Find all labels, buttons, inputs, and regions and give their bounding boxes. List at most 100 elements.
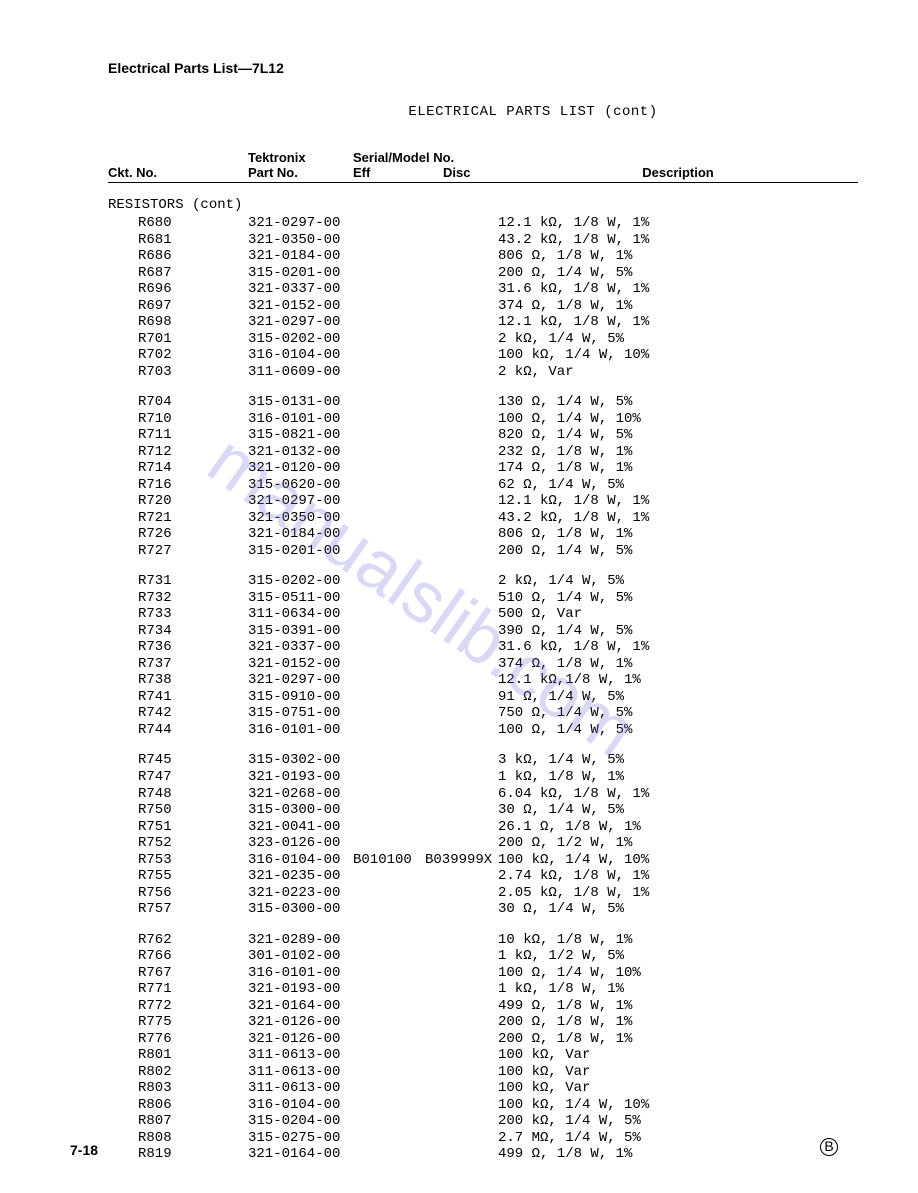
cell-part: 321-0297-00 bbox=[248, 672, 353, 689]
table-row: R745315-0302-003 kΩ, 1/4 W, 5% bbox=[108, 752, 858, 769]
cell-eff bbox=[353, 526, 425, 543]
cell-disc bbox=[425, 705, 498, 722]
cell-part: 315-0201-00 bbox=[248, 543, 353, 560]
cell-ckt: R702 bbox=[108, 347, 248, 364]
cell-disc bbox=[425, 1064, 498, 1081]
cell-desc: 806 Ω, 1/8 W, 1% bbox=[498, 248, 858, 265]
table-row: R680321-0297-0012.1 kΩ, 1/8 W, 1% bbox=[108, 215, 858, 232]
table-row: R757315-0300-0030 Ω, 1/4 W, 5% bbox=[108, 901, 858, 918]
cell-desc: 1 kΩ, 1/2 W, 5% bbox=[498, 948, 858, 965]
cell-ckt: R726 bbox=[108, 526, 248, 543]
cell-disc bbox=[425, 752, 498, 769]
cell-desc: 2 kΩ, 1/4 W, 5% bbox=[498, 331, 858, 348]
table-row: R766301-0102-001 kΩ, 1/2 W, 5% bbox=[108, 948, 858, 965]
cell-disc bbox=[425, 460, 498, 477]
cell-part: 315-0202-00 bbox=[248, 573, 353, 590]
table-row: R733311-0634-00500 Ω, Var bbox=[108, 606, 858, 623]
cell-desc: 200 kΩ, 1/4 W, 5% bbox=[498, 1113, 858, 1130]
cell-eff bbox=[353, 672, 425, 689]
cell-eff bbox=[353, 998, 425, 1015]
cell-disc bbox=[425, 248, 498, 265]
cell-ckt: R711 bbox=[108, 427, 248, 444]
cell-eff bbox=[353, 656, 425, 673]
cell-ckt: R802 bbox=[108, 1064, 248, 1081]
table-row: R696321-0337-0031.6 kΩ, 1/8 W, 1% bbox=[108, 281, 858, 298]
cell-ckt: R714 bbox=[108, 460, 248, 477]
cell-desc: 10 kΩ, 1/8 W, 1% bbox=[498, 932, 858, 949]
cell-disc bbox=[425, 901, 498, 918]
cell-eff bbox=[353, 347, 425, 364]
cell-part: 321-0337-00 bbox=[248, 281, 353, 298]
hdr-disc: Disc bbox=[443, 165, 498, 180]
cell-desc: 2.05 kΩ, 1/8 W, 1% bbox=[498, 885, 858, 902]
cell-disc bbox=[425, 981, 498, 998]
table-row: R726321-0184-00806 Ω, 1/8 W, 1% bbox=[108, 526, 858, 543]
cell-eff bbox=[353, 1014, 425, 1031]
cell-ckt: R748 bbox=[108, 786, 248, 803]
table-row: R807315-0204-00200 kΩ, 1/4 W, 5% bbox=[108, 1113, 858, 1130]
cell-disc bbox=[425, 769, 498, 786]
cell-part: 316-0104-00 bbox=[248, 852, 353, 869]
table-row: R720321-0297-0012.1 kΩ, 1/8 W, 1% bbox=[108, 493, 858, 510]
cell-part: 321-0297-00 bbox=[248, 493, 353, 510]
table-row: R748321-0268-006.04 kΩ, 1/8 W, 1% bbox=[108, 786, 858, 803]
cell-ckt: R755 bbox=[108, 868, 248, 885]
cell-part: 316-0104-00 bbox=[248, 1097, 353, 1114]
cell-part: 315-0131-00 bbox=[248, 394, 353, 411]
cell-disc bbox=[425, 493, 498, 510]
cell-ckt: R712 bbox=[108, 444, 248, 461]
cell-part: 321-0164-00 bbox=[248, 998, 353, 1015]
cell-eff bbox=[353, 769, 425, 786]
cell-eff bbox=[353, 1064, 425, 1081]
cell-part: 321-0235-00 bbox=[248, 868, 353, 885]
table-row: R806316-0104-00100 kΩ, 1/4 W, 10% bbox=[108, 1097, 858, 1114]
cell-desc: 30 Ω, 1/4 W, 5% bbox=[498, 901, 858, 918]
cell-disc bbox=[425, 1146, 498, 1163]
cell-ckt: R752 bbox=[108, 835, 248, 852]
cell-eff bbox=[353, 932, 425, 949]
cell-ckt: R744 bbox=[108, 722, 248, 739]
table-row: R697321-0152-00374 Ω, 1/8 W, 1% bbox=[108, 298, 858, 315]
cell-disc bbox=[425, 331, 498, 348]
cell-part: 321-0268-00 bbox=[248, 786, 353, 803]
table-row: R771321-0193-001 kΩ, 1/8 W, 1% bbox=[108, 981, 858, 998]
cell-ckt: R762 bbox=[108, 932, 248, 949]
table-row: R716315-0620-0062 Ω, 1/4 W, 5% bbox=[108, 477, 858, 494]
cell-desc: 1 kΩ, 1/8 W, 1% bbox=[498, 769, 858, 786]
table-row: R702316-0104-00100 kΩ, 1/4 W, 10% bbox=[108, 347, 858, 364]
table-row: R738321-0297-0012.1 kΩ,1/8 W, 1% bbox=[108, 672, 858, 689]
cell-disc bbox=[425, 1031, 498, 1048]
cell-desc: 130 Ω, 1/4 W, 5% bbox=[498, 394, 858, 411]
cell-desc: 200 Ω, 1/4 W, 5% bbox=[498, 265, 858, 282]
cell-disc: B039999X bbox=[425, 852, 498, 869]
cell-disc bbox=[425, 510, 498, 527]
cell-part: 315-0910-00 bbox=[248, 689, 353, 706]
cell-ckt: R766 bbox=[108, 948, 248, 965]
cell-part: 321-0289-00 bbox=[248, 932, 353, 949]
cell-part: 321-0126-00 bbox=[248, 1031, 353, 1048]
table-row: R802311-0613-00100 kΩ, Var bbox=[108, 1064, 858, 1081]
cell-desc: 510 Ω, 1/4 W, 5% bbox=[498, 590, 858, 607]
cell-eff bbox=[353, 901, 425, 918]
cell-desc: 100 kΩ, Var bbox=[498, 1064, 858, 1081]
cell-eff bbox=[353, 590, 425, 607]
cell-desc: 500 Ω, Var bbox=[498, 606, 858, 623]
cell-ckt: R703 bbox=[108, 364, 248, 381]
cell-ckt: R687 bbox=[108, 265, 248, 282]
hdr-part: Part No. bbox=[248, 165, 353, 180]
cell-ckt: R696 bbox=[108, 281, 248, 298]
cell-ckt: R734 bbox=[108, 623, 248, 640]
cell-disc bbox=[425, 1130, 498, 1147]
cell-ckt: R806 bbox=[108, 1097, 248, 1114]
table-row: R727315-0201-00200 Ω, 1/4 W, 5% bbox=[108, 543, 858, 560]
cell-part: 315-0202-00 bbox=[248, 331, 353, 348]
cell-part: 321-0132-00 bbox=[248, 444, 353, 461]
cell-ckt: R737 bbox=[108, 656, 248, 673]
cell-desc: 200 Ω, 1/2 W, 1% bbox=[498, 835, 858, 852]
cell-ckt: R807 bbox=[108, 1113, 248, 1130]
table-row: R753316-0104-00B010100B039999X100 kΩ, 1/… bbox=[108, 852, 858, 869]
cell-ckt: R736 bbox=[108, 639, 248, 656]
doc-header: Electrical Parts List—7L12 bbox=[108, 60, 858, 76]
cell-part: 311-0613-00 bbox=[248, 1047, 353, 1064]
cell-eff bbox=[353, 331, 425, 348]
